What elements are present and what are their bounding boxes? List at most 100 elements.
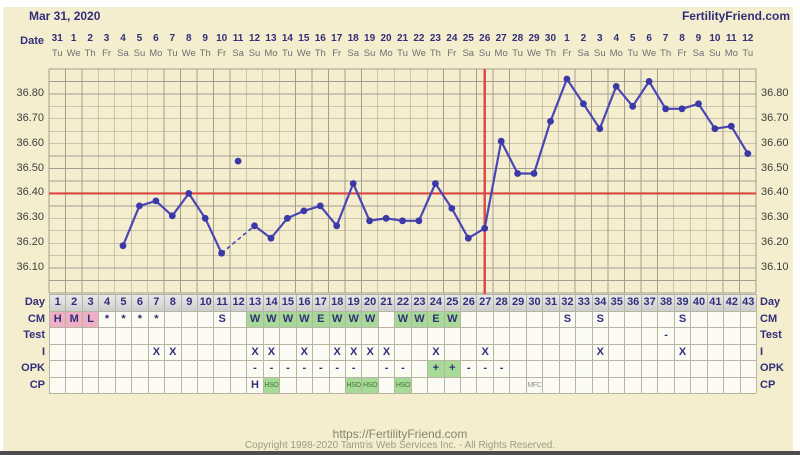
test-cell[interactable] <box>213 327 230 344</box>
cp-cell[interactable] <box>98 376 115 393</box>
cp-cell[interactable] <box>575 376 592 393</box>
opk-cell[interactable] <box>673 360 691 377</box>
cp-cell[interactable] <box>608 376 625 393</box>
opk-cell[interactable] <box>49 360 66 377</box>
i-cell[interactable] <box>312 343 329 360</box>
cm-cell[interactable]: W <box>262 310 280 327</box>
i-cell[interactable]: X <box>673 343 691 360</box>
cm-cell[interactable]: * <box>147 310 165 327</box>
cm-cell[interactable]: W <box>394 310 411 327</box>
cp-cell[interactable] <box>279 376 296 393</box>
opk-cell[interactable] <box>706 360 724 377</box>
temp-point[interactable] <box>399 217 406 225</box>
temp-point[interactable] <box>267 234 275 242</box>
i-cell[interactable]: X <box>476 343 493 360</box>
test-cell[interactable] <box>558 327 576 344</box>
temp-point[interactable] <box>415 217 423 225</box>
opk-cell[interactable] <box>542 360 559 377</box>
i-cell[interactable]: X <box>361 343 378 360</box>
temp-point[interactable] <box>349 180 357 187</box>
cm-cell[interactable] <box>476 310 493 327</box>
cp-cell[interactable] <box>723 376 740 393</box>
cm-cell[interactable] <box>657 310 674 327</box>
i-cell[interactable]: X <box>591 343 609 360</box>
cp-cell[interactable] <box>312 376 329 393</box>
temp-point[interactable] <box>596 125 604 133</box>
cp-cell[interactable] <box>558 376 576 393</box>
temp-point[interactable] <box>234 157 242 165</box>
opk-cell[interactable] <box>509 360 526 377</box>
opk-cell[interactable]: - <box>476 360 493 377</box>
i-cell[interactable] <box>443 343 461 360</box>
i-cell[interactable]: X <box>164 343 181 360</box>
temp-point[interactable] <box>629 102 637 110</box>
opk-cell[interactable] <box>147 360 165 377</box>
cm-cell[interactable]: W <box>344 310 362 327</box>
cm-cell[interactable]: W <box>279 310 296 327</box>
test-cell[interactable] <box>394 327 411 344</box>
opk-cell[interactable] <box>723 360 740 377</box>
cp-cell[interactable] <box>147 376 165 393</box>
test-cell[interactable] <box>361 327 378 344</box>
test-cell[interactable] <box>49 327 66 344</box>
opk-cell[interactable] <box>180 360 197 377</box>
cp-cell[interactable] <box>542 376 559 393</box>
cm-cell[interactable] <box>706 310 724 327</box>
cp-cell[interactable] <box>328 376 345 393</box>
temp-point[interactable] <box>727 122 735 130</box>
i-cell[interactable]: X <box>262 343 280 360</box>
temp-point[interactable] <box>185 190 193 197</box>
opk-cell[interactable]: - <box>312 360 329 377</box>
cm-cell[interactable]: S <box>591 310 609 327</box>
opk-cell[interactable] <box>657 360 674 377</box>
i-cell[interactable] <box>624 343 641 360</box>
test-cell[interactable] <box>344 327 362 344</box>
temp-point[interactable] <box>645 78 653 85</box>
cp-cell[interactable] <box>476 376 493 393</box>
i-cell[interactable] <box>81 343 99 360</box>
cp-cell[interactable] <box>443 376 461 393</box>
cm-cell[interactable]: M <box>65 310 82 327</box>
i-cell[interactable] <box>575 343 592 360</box>
cp-cell[interactable] <box>377 376 395 393</box>
cm-cell[interactable]: E <box>312 310 329 327</box>
temp-point[interactable] <box>168 212 176 220</box>
cp-cell[interactable] <box>492 376 510 393</box>
test-cell[interactable] <box>377 327 395 344</box>
cm-cell[interactable] <box>575 310 592 327</box>
cp-cell[interactable] <box>673 376 691 393</box>
opk-cell[interactable] <box>575 360 592 377</box>
temp-point[interactable] <box>530 170 538 177</box>
i-cell[interactable] <box>229 343 247 360</box>
opk-cell[interactable] <box>98 360 115 377</box>
cp-cell[interactable] <box>657 376 674 393</box>
opk-cell[interactable]: - <box>492 360 510 377</box>
test-cell[interactable] <box>723 327 740 344</box>
i-cell[interactable] <box>542 343 559 360</box>
i-cell[interactable] <box>558 343 576 360</box>
cp-cell[interactable]: HSO <box>394 376 411 393</box>
temp-point[interactable] <box>678 105 686 113</box>
cm-cell[interactable] <box>723 310 740 327</box>
cm-cell[interactable] <box>196 310 214 327</box>
temp-point[interactable] <box>497 137 505 145</box>
cp-cell[interactable]: HSO <box>344 376 362 393</box>
i-cell[interactable] <box>98 343 115 360</box>
cp-cell[interactable] <box>81 376 99 393</box>
cm-cell[interactable] <box>164 310 181 327</box>
cm-cell[interactable]: S <box>673 310 691 327</box>
cp-cell[interactable] <box>690 376 707 393</box>
cp-cell[interactable]: HSO <box>361 376 378 393</box>
i-cell[interactable] <box>706 343 724 360</box>
cp-cell[interactable] <box>591 376 609 393</box>
test-cell[interactable] <box>591 327 609 344</box>
cm-cell[interactable] <box>229 310 247 327</box>
i-cell[interactable] <box>460 343 477 360</box>
i-cell[interactable] <box>525 343 543 360</box>
test-cell[interactable] <box>312 327 329 344</box>
test-cell[interactable] <box>608 327 625 344</box>
test-cell[interactable] <box>476 327 493 344</box>
test-cell[interactable] <box>164 327 181 344</box>
test-cell[interactable] <box>410 327 428 344</box>
test-cell[interactable] <box>739 327 756 344</box>
